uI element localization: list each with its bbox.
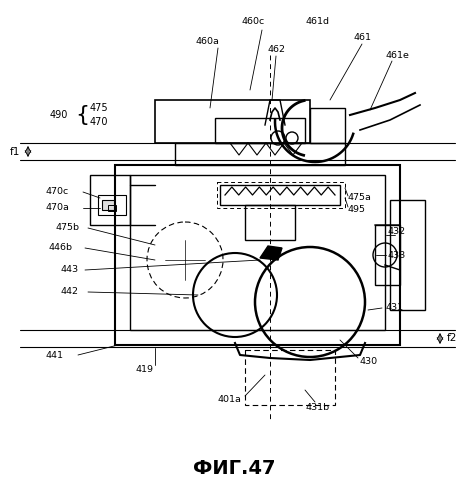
Text: {: { <box>75 105 89 125</box>
Text: 470: 470 <box>90 117 108 127</box>
Text: 401a: 401a <box>218 396 242 404</box>
Text: 441: 441 <box>45 350 63 360</box>
Text: 475: 475 <box>90 103 109 113</box>
Text: 461d: 461d <box>305 18 329 26</box>
Bar <box>220 185 340 205</box>
Text: ФИГ.47: ФИГ.47 <box>193 458 275 477</box>
Text: 475b: 475b <box>55 224 79 232</box>
Bar <box>175 143 345 165</box>
Bar <box>155 100 310 143</box>
Bar <box>245 350 335 405</box>
Bar <box>217 182 345 208</box>
Bar <box>98 195 126 215</box>
Text: 430: 430 <box>360 358 378 366</box>
Bar <box>375 225 400 285</box>
Text: 461e: 461e <box>385 50 409 59</box>
Text: 431: 431 <box>385 304 403 312</box>
Text: 432: 432 <box>388 228 406 236</box>
Bar <box>102 200 114 210</box>
Bar <box>108 205 116 211</box>
Bar <box>215 118 305 143</box>
Text: 431b: 431b <box>305 404 329 412</box>
Bar <box>245 205 295 240</box>
Text: 475a: 475a <box>348 194 372 202</box>
Bar <box>390 200 425 310</box>
Text: 460c: 460c <box>242 18 265 26</box>
Text: 490: 490 <box>50 110 68 120</box>
Text: 419: 419 <box>135 366 153 374</box>
Text: 495: 495 <box>348 206 366 214</box>
Bar <box>130 175 385 330</box>
Polygon shape <box>260 246 282 260</box>
Text: 470c: 470c <box>45 188 68 196</box>
Bar <box>310 108 345 143</box>
Text: 462: 462 <box>268 46 286 54</box>
Text: 442: 442 <box>60 288 78 296</box>
Text: 433: 433 <box>388 250 406 260</box>
Text: 443: 443 <box>60 266 78 274</box>
Text: 446b: 446b <box>48 244 72 252</box>
Text: f1: f1 <box>10 147 20 157</box>
Text: 470a: 470a <box>45 204 69 212</box>
Text: 460a: 460a <box>195 38 219 46</box>
Bar <box>115 165 400 345</box>
Bar <box>90 175 130 225</box>
Text: f2: f2 <box>447 333 457 343</box>
Text: 461: 461 <box>353 34 371 42</box>
